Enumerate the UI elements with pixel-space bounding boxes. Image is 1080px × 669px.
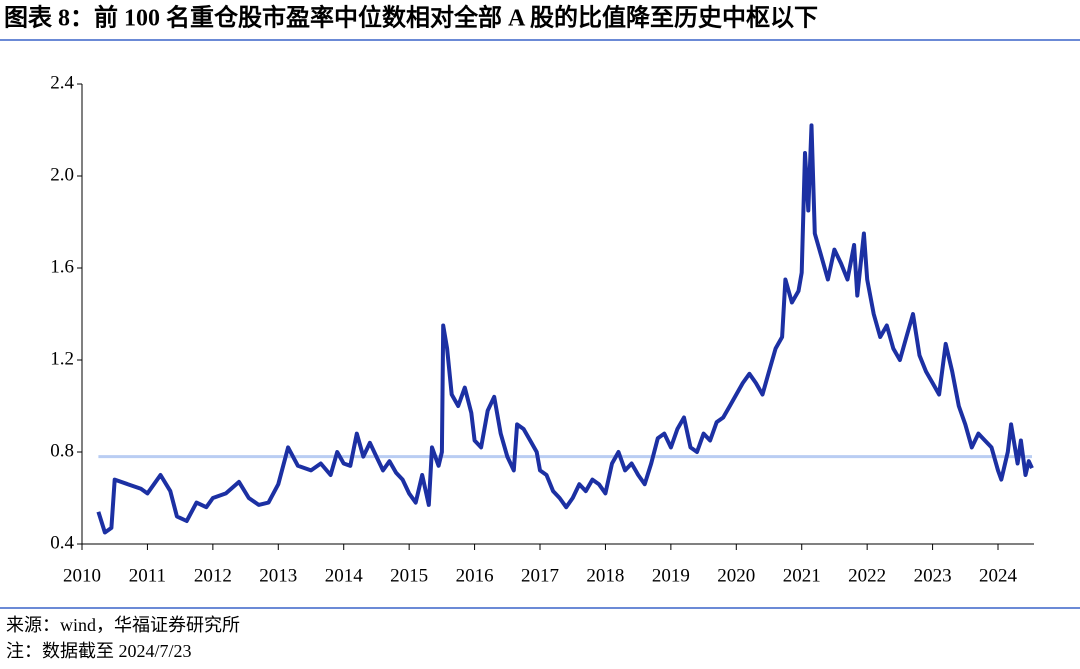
x-tick-label: 2024: [979, 565, 1018, 586]
x-tick-label: 2010: [63, 565, 101, 586]
x-tick-label: 2016: [456, 565, 494, 586]
x-tick-label: 2013: [259, 565, 297, 586]
x-tick-label: 2019: [652, 565, 690, 586]
x-tick-label: 2021: [783, 565, 821, 586]
y-tick-label: 0.8: [50, 440, 74, 461]
x-tick-label: 2012: [194, 565, 232, 586]
x-tick-label: 2023: [914, 565, 952, 586]
x-tick-label: 2020: [717, 565, 755, 586]
chart-title: 图表 8：前 100 名重仓股市盈率中位数相对全部 A 股的比值降至历史中枢以下: [4, 4, 818, 32]
x-tick-label: 2014: [325, 565, 364, 586]
y-tick-label: 1.2: [50, 348, 74, 369]
x-tick-label: 2022: [848, 565, 886, 586]
y-tick-label: 0.4: [50, 532, 74, 553]
x-tick-label: 2015: [390, 565, 428, 586]
x-tick-label: 2011: [129, 565, 166, 586]
source: 来源：wind，华福证券研究所: [6, 615, 240, 635]
x-tick-label: 2017: [521, 565, 559, 586]
note: 注：数据截至 2024/7/23: [6, 641, 192, 661]
y-tick-label: 2.4: [50, 72, 74, 93]
y-tick-label: 1.6: [50, 256, 74, 277]
x-tick-label: 2018: [586, 565, 624, 586]
series-line: [96, 123, 1034, 535]
y-tick-label: 2.0: [50, 164, 74, 185]
